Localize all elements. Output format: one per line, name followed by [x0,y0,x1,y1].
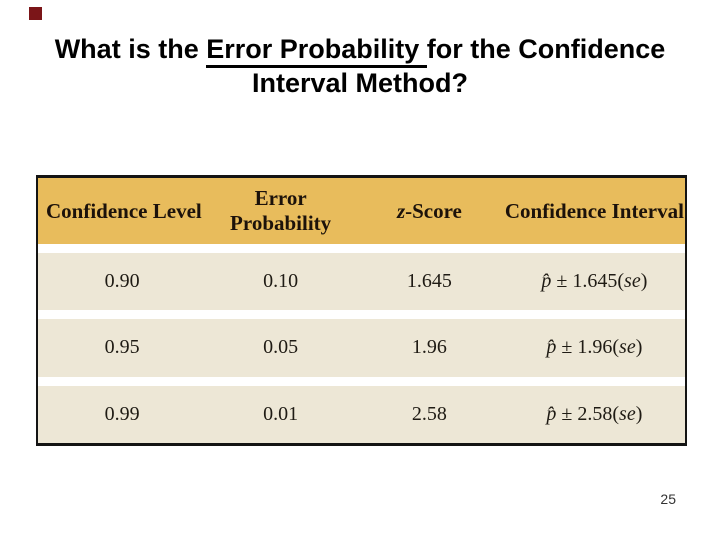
title-line-2: Interval Method? [251,68,468,98]
slide-title: What is the Error Probability for the Co… [0,32,720,100]
cell-error-probability: 0.05 [263,336,299,359]
cell-confidence-level: 0.90 [104,270,140,293]
title-part-1: What is the [54,34,207,64]
formula-multiplier: 1.645( [572,270,625,293]
cell-error-probability: 0.01 [263,402,299,425]
plus-minus-symbol: ± [561,402,573,425]
cell-confidence-interval-formula: p̂ ±1.96(se) [504,336,685,359]
plus-minus-symbol: ± [561,336,573,359]
slide-accent-square [29,7,42,20]
header-error-probability: Error Probability [230,186,332,235]
formula-multiplier: 2.58( [577,402,620,425]
cell-confidence-level: 0.99 [104,402,140,425]
title-underlined-phrase: Error Probability [206,34,427,68]
se-symbol: se [619,402,636,425]
confidence-interval-table: Confidence Level Error Probability z-Sco… [36,175,687,446]
cell-z-score: 2.58 [411,402,447,425]
formula-close-paren: ) [635,336,643,359]
cell-z-score: 1.645 [406,270,452,293]
table-header-row: Confidence Level Error Probability z-Sco… [38,178,685,244]
plus-minus-symbol: ± [556,270,568,293]
p-hat-symbol: p̂ [546,336,557,359]
cell-error-probability: 0.10 [263,270,299,293]
title-line-1: What is the Error Probability for the Co… [0,32,720,68]
cell-confidence-interval-formula: p̂ ±1.645(se) [504,270,685,293]
cell-confidence-interval-formula: p̂ ±2.58(se) [504,403,685,426]
se-symbol: se [619,336,636,359]
p-hat-symbol: p̂ [546,402,557,425]
cell-z-score: 1.96 [411,336,447,359]
page-number: 25 [660,491,676,507]
formula-close-paren: ) [640,270,648,293]
se-symbol: se [624,270,641,293]
table-row: 0.90 0.10 1.645 p̂ ±1.645(se) [38,253,685,311]
cell-confidence-level: 0.95 [104,336,140,359]
title-part-2: for the Confidence [426,34,666,64]
table-row: 0.95 0.05 1.96 p̂ ±1.96(se) [38,319,685,377]
formula-close-paren: ) [635,402,643,425]
header-z-italic: z [396,198,406,223]
header-confidence-level: Confidence Level [46,198,202,223]
p-hat-symbol: p̂ [541,270,552,293]
header-z-score: z-Score [355,199,504,224]
table-row: 0.99 0.01 2.58 p̂ ±2.58(se) [38,385,685,443]
header-z-rest: -Score [405,198,462,223]
header-confidence-interval: Confidence Interval [504,198,684,223]
formula-multiplier: 1.96( [577,336,620,359]
